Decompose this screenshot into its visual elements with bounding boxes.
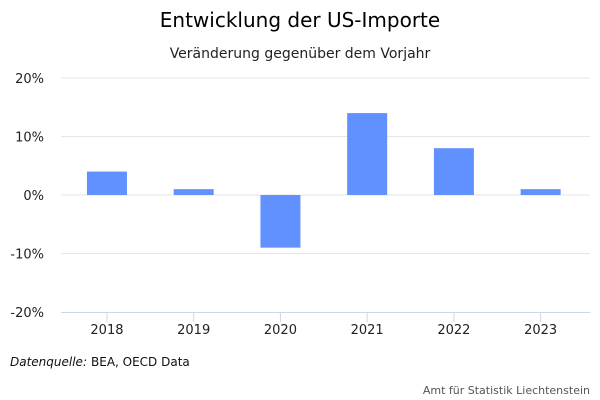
source-text: BEA, OECD Data: [91, 355, 190, 369]
bar-2022[interactable]: [433, 148, 474, 195]
x-tick-label: 2019: [177, 323, 210, 338]
chart-title: Entwicklung der US-Importe: [160, 8, 440, 32]
x-tick-label: 2021: [351, 323, 384, 338]
y-tick-label: 10%: [15, 131, 44, 146]
y-tick-label: 20%: [15, 72, 44, 87]
y-tick-label: -20%: [10, 306, 44, 321]
bar-2018[interactable]: [86, 171, 127, 195]
bar-2020[interactable]: [260, 195, 301, 248]
x-tick-label: 2020: [264, 323, 297, 338]
y-tick-label: 0%: [23, 189, 44, 204]
bar-2021[interactable]: [347, 113, 388, 195]
source-label: Datenquelle:: [10, 355, 87, 369]
x-tick-label: 2018: [90, 323, 123, 338]
source-note: Datenquelle: BEA, OECD Data: [10, 355, 190, 369]
bar-2019[interactable]: [173, 189, 214, 195]
x-tick-label: 2023: [524, 323, 557, 338]
chart-subtitle: Veränderung gegenüber dem Vorjahr: [170, 46, 431, 62]
x-tick-label: 2022: [437, 323, 470, 338]
bar-2023[interactable]: [520, 189, 561, 195]
y-tick-label: -10%: [10, 248, 44, 263]
credit: Amt für Statistik Liechtenstein: [423, 384, 590, 397]
